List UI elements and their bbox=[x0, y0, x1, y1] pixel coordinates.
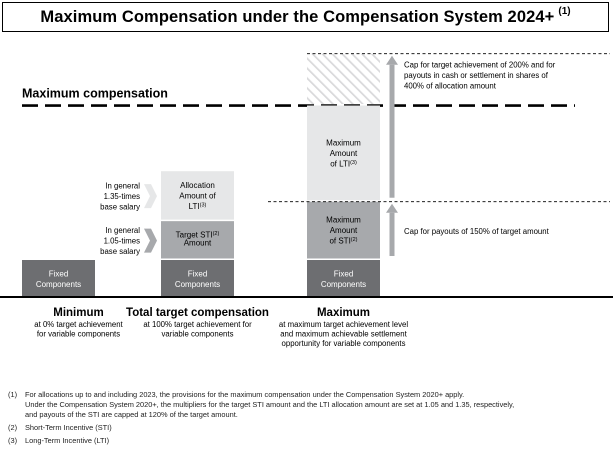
category-desc-2: at 100% target achievement for variable c… bbox=[143, 320, 252, 339]
footnote-line: Long-Term Incentive (LTI) bbox=[25, 436, 110, 445]
bar-short-term-incentive-3 bbox=[307, 201, 380, 259]
category-label-3: Maximum bbox=[317, 307, 370, 319]
bar-label-short-term-incentive-3: Maximum Amount of STI(2) bbox=[326, 216, 361, 246]
multiplier-chevron-1 bbox=[144, 184, 157, 209]
footnote-mark: (3) bbox=[8, 436, 18, 445]
bar-label-long-term-incentive-3: Maximum Amount of LTI(3) bbox=[326, 138, 361, 168]
bar-label-short-term-incentive-2: Target STI(2) Amount bbox=[176, 231, 220, 248]
annotation-cap-150pct: Cap for payouts of 150% of target amount bbox=[404, 227, 550, 236]
annotation-cap-200pct: Cap for target achievement of 200% and f… bbox=[404, 61, 556, 91]
chart-title-superscript: (1) bbox=[558, 5, 571, 17]
max-compensation-label: Maximum compensation bbox=[22, 87, 168, 101]
category-label-2: Total target compensation bbox=[126, 307, 269, 319]
footnote-mark: (1) bbox=[8, 390, 18, 399]
bar-label-fixed-components-2: Fixed Components bbox=[175, 269, 220, 289]
footnote-line: For allocations up to and including 2023… bbox=[25, 390, 465, 399]
footnote-mark: (2) bbox=[8, 423, 18, 432]
bar-fixed-components-1 bbox=[22, 260, 95, 297]
bar-short-term-incentive-2 bbox=[161, 221, 234, 259]
bar-label-fixed-components-3: Fixed Components bbox=[321, 269, 366, 289]
multiplier-label-1: In general 1.35-times base salary bbox=[100, 182, 140, 212]
chart-title: Maximum Compensation under the Compensat… bbox=[40, 7, 555, 26]
category-label-1: Minimum bbox=[53, 307, 103, 319]
bar-long-term-incentive-2 bbox=[161, 171, 234, 220]
bar-lti-cap-for-shares-3 bbox=[307, 53, 380, 105]
footnote-3: (3) Long-Term Incentive (LTI) bbox=[8, 436, 608, 446]
category-desc-1: at 0% target achievement for variable com… bbox=[34, 320, 123, 339]
category-desc-3: at maximum target achievement level and m… bbox=[279, 320, 408, 348]
footnote-line: and payouts of the STI are capped at 120… bbox=[25, 410, 238, 419]
multiplier-chevron-2 bbox=[144, 228, 157, 253]
footnote-2: (2) Short-Term Incentive (STI) bbox=[8, 423, 608, 433]
compensation-chart: Maximum compensation Fixed Components Fixed… bbox=[0, 53, 613, 348]
footnote-line: Short-Term Incentive (STI) bbox=[25, 423, 112, 432]
cap-arrow-200pct-head bbox=[386, 55, 398, 65]
cap-arrow-150pct-head bbox=[386, 203, 398, 213]
footnote-line: Under the Compensation System 2020+, the… bbox=[25, 400, 515, 409]
chart-title-box: Maximum Compensation under the Compensat… bbox=[2, 2, 609, 32]
bar-fixed-components-3 bbox=[307, 260, 380, 297]
bar-label-fixed-components-1: Fixed Components bbox=[36, 269, 81, 289]
bar-long-term-incentive-3 bbox=[307, 105, 380, 201]
footnote-1: (1) For allocations up to and including 2… bbox=[8, 390, 608, 420]
cap-arrow-200pct-shaft bbox=[389, 64, 395, 198]
bar-label-long-term-incentive-2: Allocation Amount of LTI(3) bbox=[179, 181, 216, 211]
cap-arrow-150pct-shaft bbox=[389, 212, 395, 256]
multiplier-label-2: In general 1.05-times base salary bbox=[100, 226, 140, 256]
footnotes: (1) For allocations up to and including 2… bbox=[8, 390, 608, 446]
bar-fixed-components-2 bbox=[161, 260, 234, 297]
